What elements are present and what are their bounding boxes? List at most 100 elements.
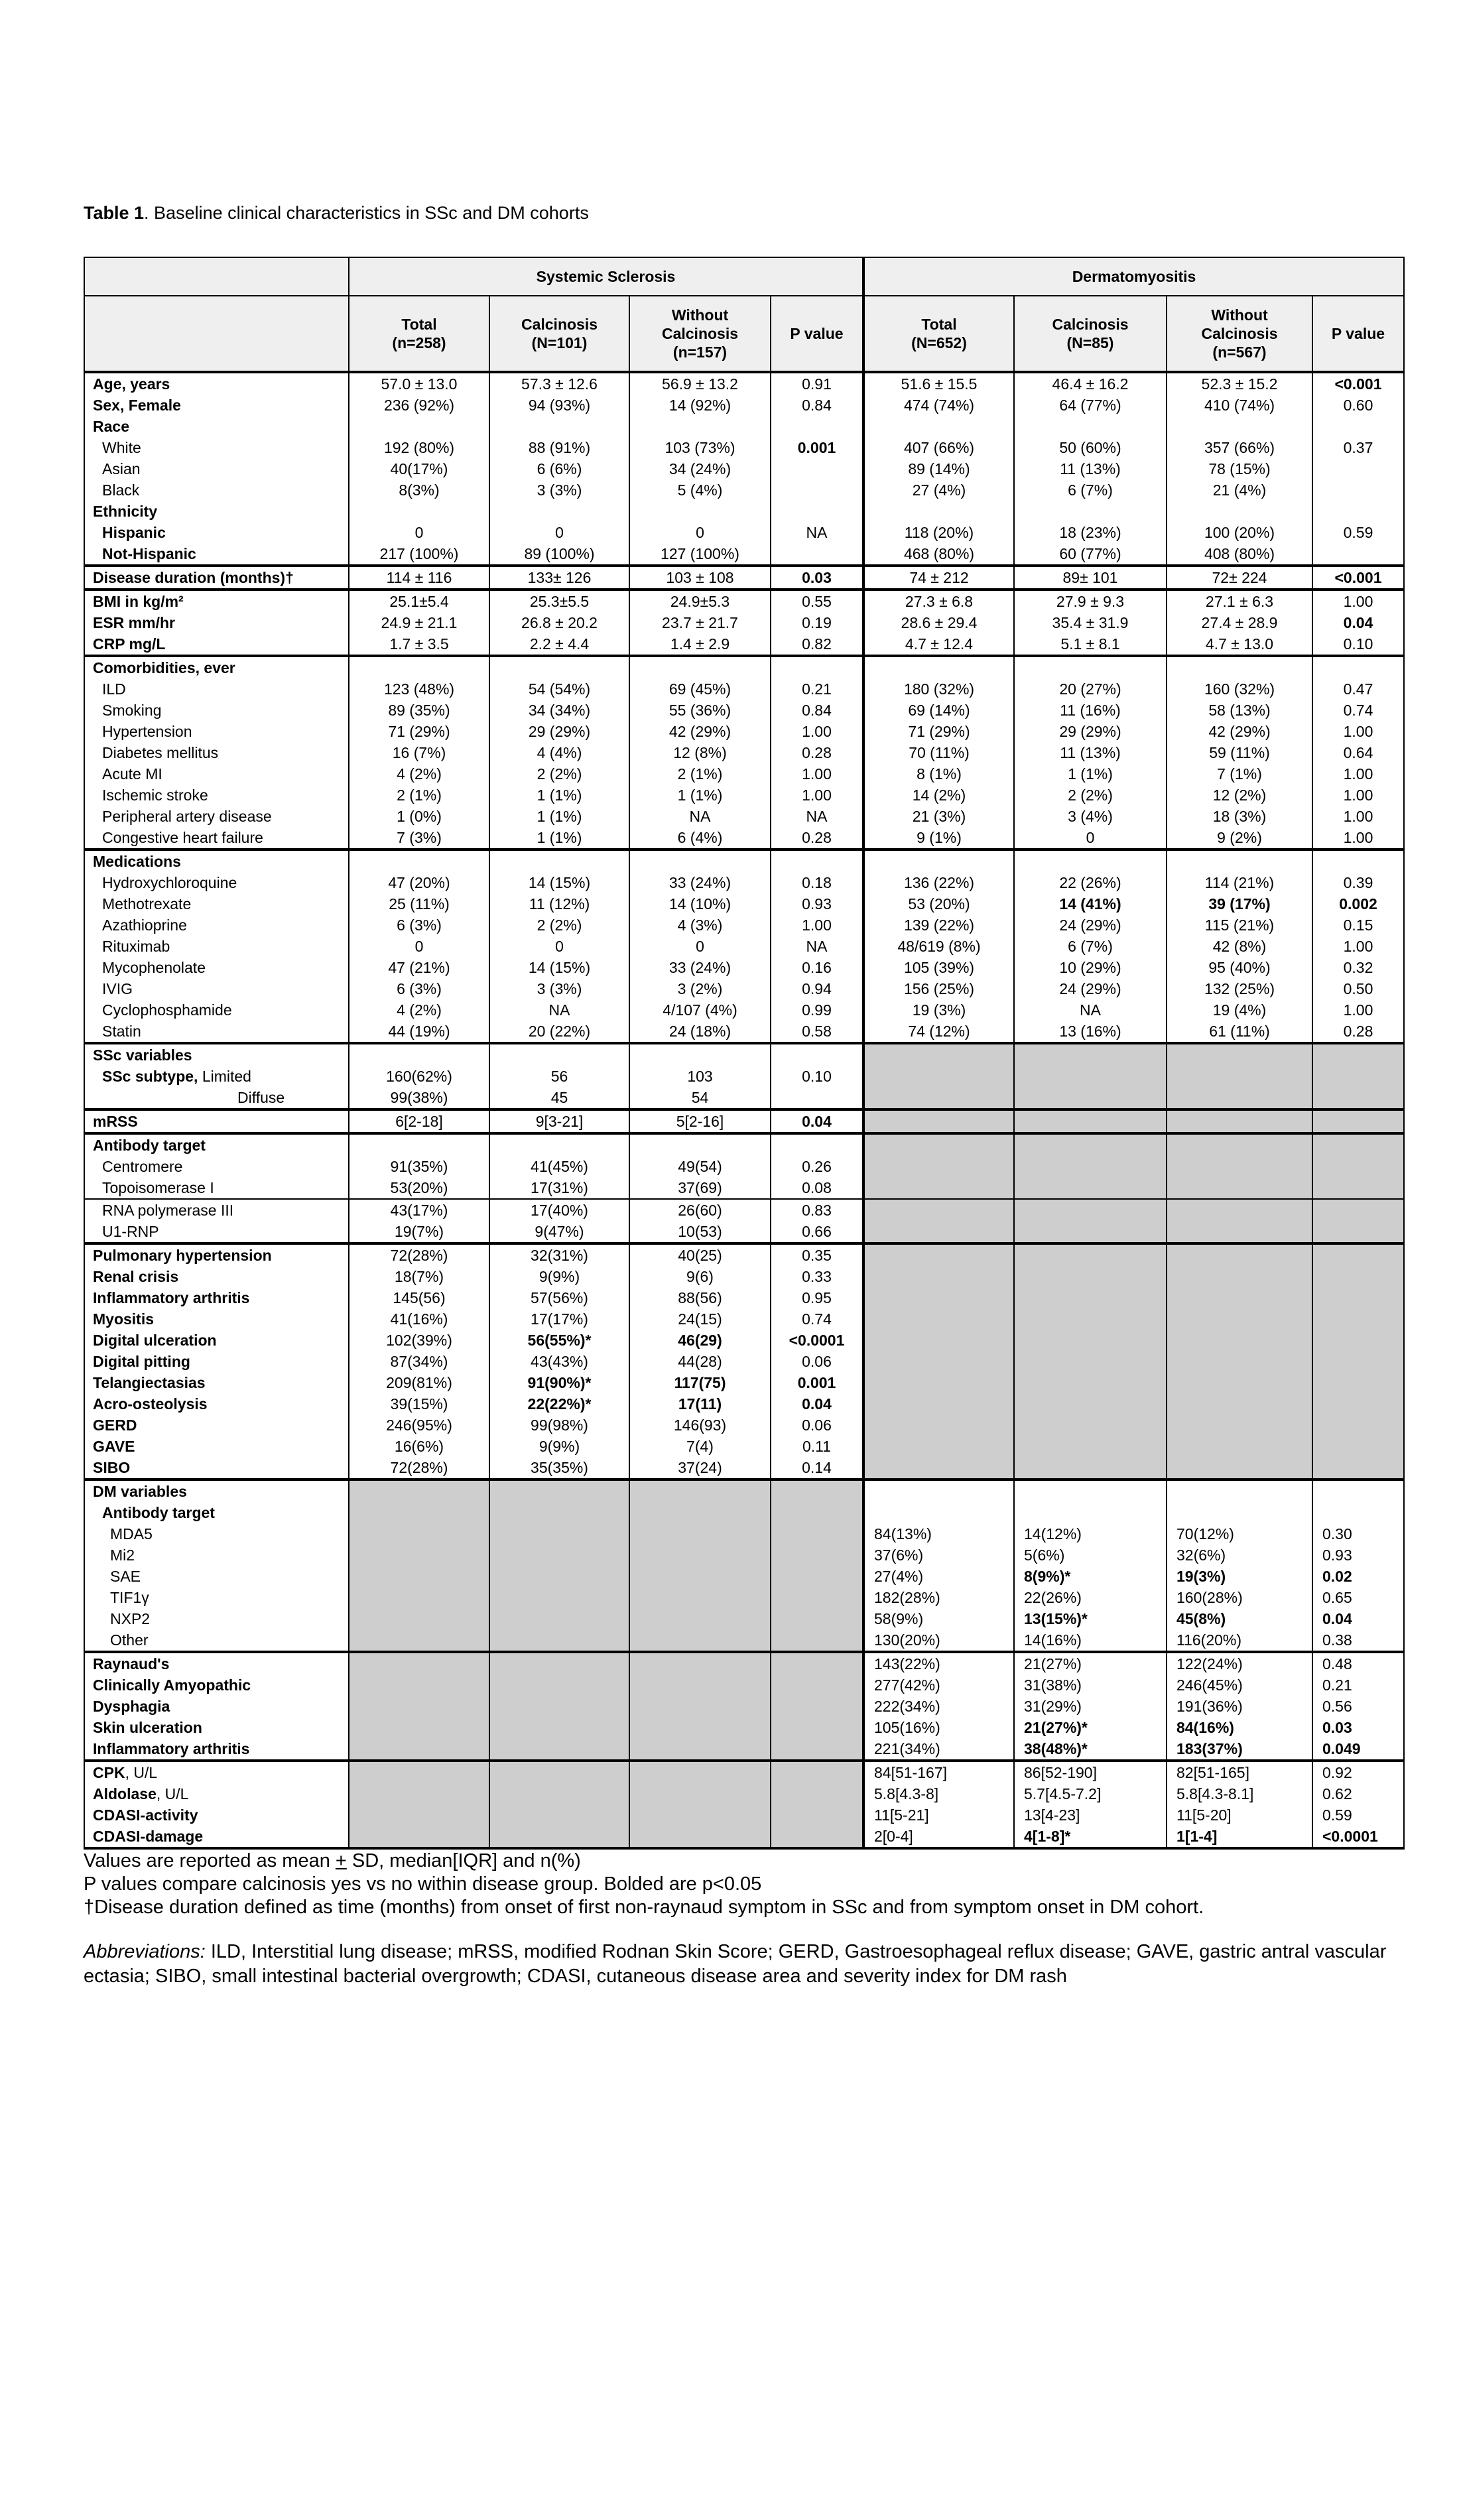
table-row: Centromere 91(35%) 41(45%) 49(54) 0.26 [84, 1156, 1405, 1177]
row-label: Smoking [84, 700, 349, 721]
shaded-cell [489, 1629, 630, 1652]
data-cell: 51.6 ± 15.5 [862, 371, 1015, 395]
data-cell: 14(16%) [1013, 1629, 1167, 1652]
data-cell: 0.16 [770, 957, 864, 978]
data-cell: 82[51-165] [1166, 1759, 1313, 1783]
header-group: Systemic Sclerosis [348, 257, 864, 296]
data-cell [1166, 848, 1313, 872]
shaded-cell [1166, 1066, 1313, 1087]
data-cell: 0.55 [770, 588, 864, 612]
shaded-cell [1312, 1199, 1405, 1221]
data-cell: 72(28%) [348, 1457, 490, 1480]
data-cell: 72± 224 [1166, 564, 1313, 590]
shaded-cell [489, 1587, 630, 1608]
data-cell: 17(31%) [489, 1177, 630, 1199]
data-cell: 11 (12%) [489, 893, 630, 914]
shaded-cell [1312, 1372, 1405, 1393]
data-cell: 47 (21%) [348, 957, 490, 978]
data-cell: 1.00 [1312, 785, 1405, 806]
data-cell: 102(39%) [348, 1330, 490, 1351]
data-cell: 1.00 [1312, 806, 1405, 827]
data-cell: 246(45%) [1166, 1674, 1313, 1696]
shaded-cell [348, 1544, 490, 1566]
shaded-cell [629, 1502, 771, 1523]
data-cell: 0.04 [770, 1108, 864, 1133]
row-label: Pulmonary hypertension [84, 1242, 349, 1266]
table-row: Inflammatory arthritis 221(34%) 38(48%)* 18… [84, 1738, 1405, 1761]
data-cell: 5(6%) [1013, 1544, 1167, 1566]
data-cell: 1 (1%) [1013, 763, 1167, 785]
table-row: Skin ulceration 105(16%) 21(27%)* 84(16%) 0.… [84, 1717, 1405, 1738]
data-cell: 27(4%) [862, 1566, 1015, 1587]
data-cell: 72(28%) [348, 1242, 490, 1266]
shaded-cell [629, 1804, 771, 1826]
data-cell: 1.00 [770, 763, 864, 785]
table-row: MDA5 84(13%) 14(12%) 70(12%) 0.30 [84, 1523, 1405, 1544]
data-cell: 99(98%) [489, 1415, 630, 1436]
shaded-cell [770, 1478, 864, 1502]
row-label: Diabetes mellitus [84, 742, 349, 763]
data-cell: 0.60 [1312, 395, 1405, 416]
table-row: Digital pitting 87(34%) 43(43%) 44(28) 0.06 [84, 1351, 1405, 1372]
row-label-text: Hydroxychloroquine [102, 874, 237, 891]
data-cell: 357 (66%) [1166, 437, 1313, 458]
row-label-text: Race [93, 418, 129, 435]
data-cell [862, 501, 1015, 522]
data-cell: 0.21 [1312, 1674, 1405, 1696]
row-label: Black [84, 479, 349, 501]
row-label-text: Acute MI [102, 765, 162, 783]
shaded-cell [489, 1804, 630, 1826]
data-cell: 27.1 ± 6.3 [1166, 588, 1313, 612]
data-cell: 53(20%) [348, 1177, 490, 1199]
data-cell: 0.04 [1312, 1608, 1405, 1629]
data-cell: 14 (15%) [489, 872, 630, 893]
table-row: SSc subtype, Limited 160(62%) 56 103 0.10 [84, 1066, 1405, 1087]
data-cell [348, 1132, 490, 1156]
column-header-line: (N=652) [911, 334, 967, 351]
shaded-cell [862, 1351, 1015, 1372]
data-cell: 13 (16%) [1013, 1021, 1167, 1043]
data-cell [1013, 848, 1167, 872]
data-cell [1312, 1478, 1405, 1502]
table-row: Raynaud's 143(22%) 21(27%) 122(24%) 0.48 [84, 1651, 1405, 1674]
data-cell: 59 (11%) [1166, 742, 1313, 763]
data-cell: 0.11 [770, 1436, 864, 1457]
row-label: CRP mg/L [84, 633, 349, 656]
data-cell: 49(54) [629, 1156, 771, 1177]
data-cell: 27.9 ± 9.3 [1013, 588, 1167, 612]
shaded-cell [1013, 1221, 1167, 1243]
row-label-text: Clinically Amyopathic [93, 1676, 251, 1694]
shaded-cell [862, 1042, 1015, 1066]
data-cell: 14 (2%) [862, 785, 1015, 806]
data-cell: 0.59 [1312, 1804, 1405, 1826]
data-cell: 246(95%) [348, 1415, 490, 1436]
data-cell: 69 (14%) [862, 700, 1015, 721]
table-row: Congestive heart failure 7 (3%) 1 (1%) 6 (4… [84, 827, 1405, 850]
data-cell: 117(75) [629, 1372, 771, 1393]
data-cell: 0.93 [1312, 1544, 1405, 1566]
row-label: SSc subtype, Limited [84, 1066, 349, 1087]
data-cell: 1.4 ± 2.9 [629, 633, 771, 656]
data-cell: 74 (12%) [862, 1021, 1015, 1043]
data-cell: 60 (77%) [1013, 543, 1167, 566]
table-row: Antibody target [84, 1132, 1405, 1156]
row-label-text: Telangiectasias [93, 1374, 206, 1391]
data-cell: 145(56) [348, 1287, 490, 1308]
data-cell: 0.74 [770, 1308, 864, 1330]
shaded-cell [1312, 1330, 1405, 1351]
footnote-values-a: Values are reported as mean [84, 1850, 336, 1871]
data-cell [770, 501, 864, 522]
data-cell: 14 (10%) [629, 893, 771, 914]
data-cell: 21 (3%) [862, 806, 1015, 827]
column-header-line: Calcinosis [1052, 316, 1129, 333]
data-cell: 14 (92%) [629, 395, 771, 416]
data-cell: 46(29) [629, 1330, 771, 1351]
data-cell [1013, 1502, 1167, 1523]
data-cell: 43(17%) [348, 1199, 490, 1221]
shaded-cell [489, 1523, 630, 1544]
shaded-cell [629, 1587, 771, 1608]
row-label-suffix: , U/L [125, 1764, 158, 1781]
data-cell: 0.48 [1312, 1651, 1405, 1674]
data-cell: 0.82 [770, 633, 864, 656]
row-label-text: BMI in kg/m² [93, 593, 184, 610]
